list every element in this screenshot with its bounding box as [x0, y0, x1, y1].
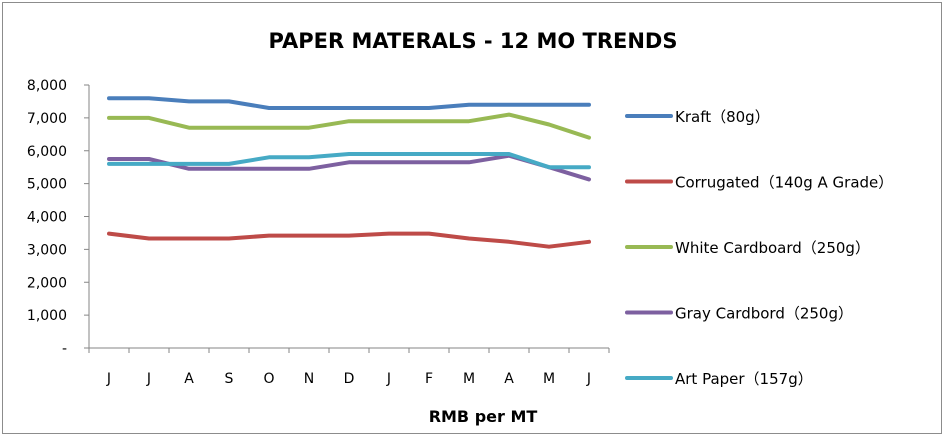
x-tick-label: M [463, 371, 475, 387]
x-tick-label: F [425, 371, 433, 387]
series-lines [107, 96, 591, 249]
y-tick-label: 1,000 [27, 308, 67, 324]
y-tick-label: 5,000 [27, 177, 67, 193]
x-tick-label: O [263, 371, 274, 387]
legend-label: Corrugated（140g A Grade） [675, 174, 893, 192]
legend-label: Art Paper（157g） [675, 370, 813, 388]
y-tick-label: 8,000 [27, 78, 67, 94]
x-axis-label: RMB per MT [429, 407, 538, 426]
x-tick-label: A [184, 371, 194, 387]
series-line-5 [107, 152, 591, 170]
x-tick-label: D [344, 371, 355, 387]
y-tick-label: 4,000 [27, 210, 67, 226]
x-tick-label: J [106, 371, 111, 387]
axes: - 1,000 2,000 3,000 4,000 5,000 6,000 7,000 8,00… [27, 78, 610, 387]
legend-label: White Cardboard（250g） [675, 239, 870, 257]
x-tick-label: J [386, 371, 391, 387]
x-tick-label: S [225, 371, 234, 387]
y-tick-label: 6,000 [27, 144, 67, 160]
series-line-3 [107, 112, 591, 140]
series-line-2 [107, 231, 591, 249]
line-chart: PAPER MATERALS - 12 MO TRENDS - 1,000 2,00… [27, 29, 893, 426]
legend-label: Gray Cardbord（250g） [675, 305, 853, 323]
x-tick-label: N [304, 371, 314, 387]
legend-label: Kraft（80g） [675, 108, 770, 126]
y-tick-label: 7,000 [27, 111, 67, 127]
chart-title: PAPER MATERALS - 12 MO TRENDS [269, 29, 678, 53]
series-line-1 [107, 96, 591, 110]
x-tick-label: A [504, 371, 514, 387]
legend: Kraft（80g） Corrugated（140g A Grade） White … [625, 108, 893, 388]
x-tick-label: M [543, 371, 555, 387]
series-line-4 [107, 153, 591, 182]
y-tick-label: 2,000 [27, 275, 67, 291]
x-tick-label: J [146, 371, 151, 387]
y-tick-label: 3,000 [27, 242, 67, 258]
y-tick-label: - [62, 341, 67, 357]
x-tick-label: J [586, 371, 591, 387]
